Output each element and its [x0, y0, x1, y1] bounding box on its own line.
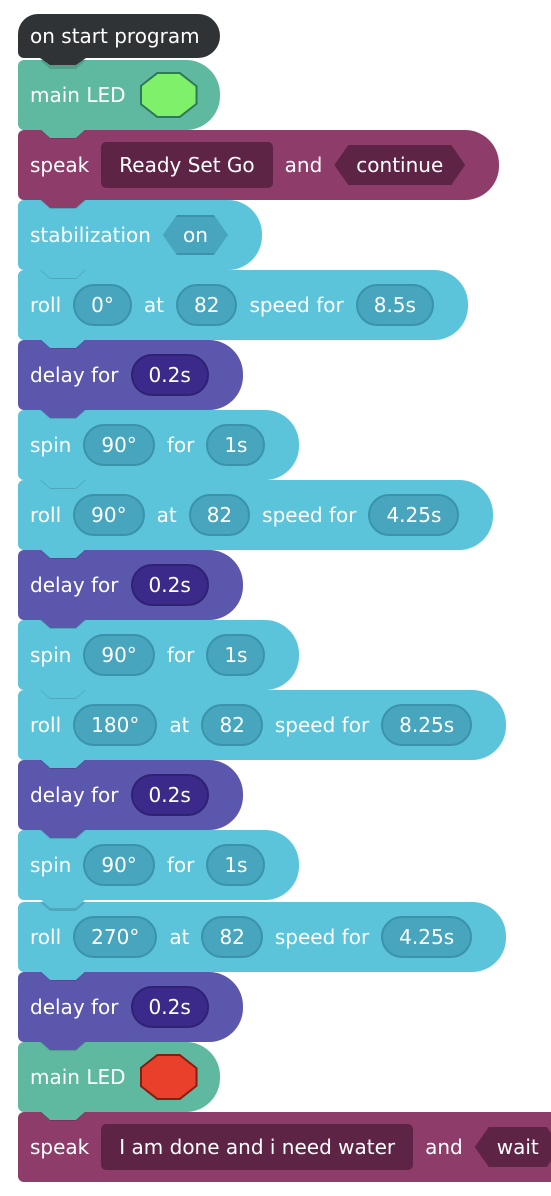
and-label: and [284, 153, 323, 177]
hat-label: on start program [30, 24, 200, 48]
block-label: main LED [30, 83, 126, 107]
spin-block[interactable]: spin 90° for 1s [18, 830, 300, 900]
spin-angle-input[interactable]: 90° [83, 634, 155, 676]
stabilization-block[interactable]: stabilization on [18, 200, 262, 270]
led-color-swatch[interactable] [139, 72, 198, 118]
spin-block[interactable]: spin 90° for 1s [18, 620, 300, 690]
at-label: at [143, 293, 164, 317]
block-label: spin [30, 643, 72, 667]
speak-mode-dropdown[interactable]: wait [475, 1127, 551, 1167]
speed-input[interactable]: 82 [175, 284, 238, 326]
heading-input[interactable]: 0° [73, 284, 132, 326]
speed-for-label: speed for [262, 503, 357, 527]
heading-input[interactable]: 90° [73, 494, 145, 536]
duration-input[interactable]: 4.25s [368, 494, 460, 536]
spin-block[interactable]: spin 90° for 1s [18, 410, 300, 480]
main-led-block[interactable]: main LED [18, 1042, 220, 1112]
duration-input[interactable]: 8.25s [381, 704, 473, 746]
block-label: roll [30, 925, 62, 949]
speed-for-label: speed for [249, 293, 344, 317]
delay-duration-input[interactable]: 0.2s [130, 986, 209, 1028]
roll-block[interactable]: roll 270° at 82 speed for 4.25s [18, 902, 507, 972]
and-label: and [425, 1135, 463, 1159]
block-label: speak [30, 153, 90, 177]
block-label: roll [30, 293, 62, 317]
block-label: stabilization [30, 223, 151, 247]
block-label: delay for [30, 363, 119, 387]
heading-input[interactable]: 180° [73, 704, 158, 746]
block-label: delay for [30, 783, 119, 807]
on-start-program-block[interactable]: on start program [18, 14, 220, 58]
delay-block[interactable]: delay for 0.2s [18, 550, 243, 620]
led-color-swatch[interactable] [139, 1054, 198, 1100]
heading-input[interactable]: 270° [73, 916, 158, 958]
block-label: main LED [30, 1065, 126, 1089]
speed-for-label: speed for [274, 925, 370, 949]
spin-duration-input[interactable]: 1s [206, 634, 266, 676]
at-label: at [169, 713, 190, 737]
delay-block[interactable]: delay for 0.2s [18, 340, 243, 410]
at-label: at [156, 503, 177, 527]
speed-input[interactable]: 82 [201, 916, 263, 958]
roll-block[interactable]: roll 0° at 82 speed for 8.5s [18, 270, 468, 340]
speed-for-label: speed for [274, 713, 370, 737]
speak-block[interactable]: speak Ready Set Go and continue [18, 130, 500, 200]
roll-block[interactable]: roll 180° at 82 speed for 8.25s [18, 690, 507, 760]
speak-block[interactable]: speak I am done and i need water and wai… [18, 1112, 551, 1182]
speak-text-input[interactable]: Ready Set Go [101, 142, 273, 188]
delay-block[interactable]: delay for 0.2s [18, 972, 243, 1042]
delay-duration-input[interactable]: 0.2s [130, 564, 209, 606]
for-label: for [166, 853, 195, 877]
spin-duration-input[interactable]: 1s [206, 424, 266, 466]
stabilization-dropdown[interactable]: on [163, 215, 228, 255]
for-label: for [166, 643, 195, 667]
spin-angle-input[interactable]: 90° [83, 424, 155, 466]
spin-duration-input[interactable]: 1s [206, 844, 266, 886]
for-label: for [166, 433, 195, 457]
speak-text-input[interactable]: I am done and i need water [101, 1124, 414, 1170]
at-label: at [169, 925, 190, 949]
delay-duration-input[interactable]: 0.2s [130, 774, 209, 816]
main-led-block[interactable]: main LED [18, 60, 220, 130]
block-label: delay for [30, 995, 119, 1019]
roll-block[interactable]: roll 90° at 82 speed for 4.25s [18, 480, 494, 550]
block-label: delay for [30, 573, 119, 597]
block-label: spin [30, 853, 72, 877]
duration-input[interactable]: 8.5s [355, 284, 434, 326]
speed-input[interactable]: 82 [201, 704, 263, 746]
speak-mode-dropdown[interactable]: continue [334, 145, 465, 185]
block-label: roll [30, 503, 62, 527]
delay-block[interactable]: delay for 0.2s [18, 760, 243, 830]
stabilization-value: on [163, 217, 228, 253]
block-label: roll [30, 713, 62, 737]
spin-angle-input[interactable]: 90° [83, 844, 155, 886]
block-label: spin [30, 433, 72, 457]
duration-input[interactable]: 4.25s [381, 916, 473, 958]
block-label: speak [30, 1135, 90, 1159]
speed-input[interactable]: 82 [188, 494, 251, 536]
delay-duration-input[interactable]: 0.2s [130, 354, 209, 396]
